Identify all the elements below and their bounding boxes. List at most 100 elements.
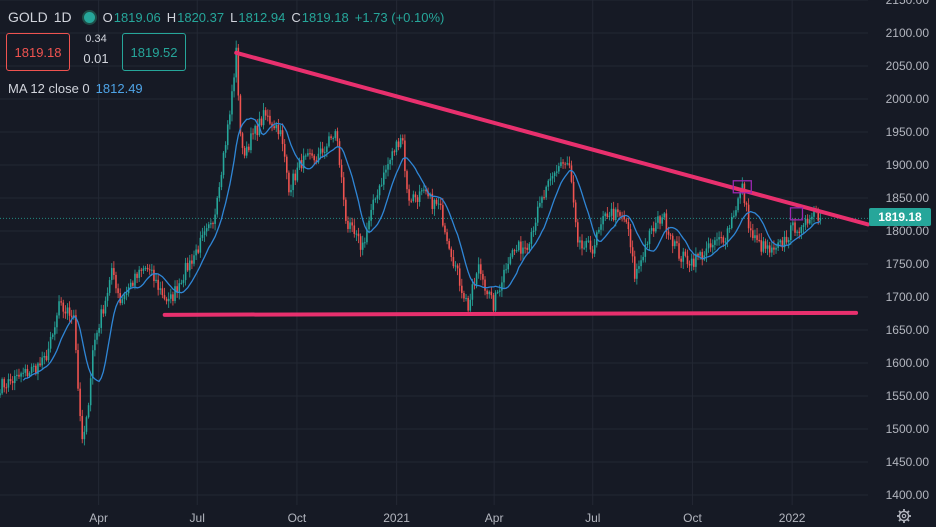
candle-body <box>58 301 60 316</box>
candle-body <box>315 160 318 163</box>
candle-body <box>661 217 663 224</box>
candle-body <box>1 379 3 394</box>
candle-body <box>425 189 427 192</box>
candle-body <box>60 301 62 303</box>
price-axis[interactable]: 1400.00 1450.00 1500.00 1550.00 1600.00 1650.… <box>886 0 930 502</box>
candle-body <box>463 293 465 299</box>
gear-icon[interactable] <box>896 508 912 524</box>
candle-body <box>684 251 687 256</box>
candle-body <box>768 245 771 253</box>
candle-body <box>178 283 181 293</box>
candle-body <box>288 172 290 193</box>
candle-body <box>302 155 305 169</box>
candle-body <box>121 299 124 304</box>
candle-body <box>182 280 185 283</box>
candle-body <box>401 138 404 141</box>
candle-body <box>678 243 680 259</box>
candle-body <box>161 288 164 296</box>
ma-label: MA 12 close 0 <box>8 81 90 96</box>
candle-body <box>32 365 35 367</box>
candle-body <box>490 291 493 296</box>
x-tick-label: 2022 <box>779 511 806 525</box>
y-tick-label: 1750.00 <box>886 257 930 271</box>
candle-body <box>583 247 585 249</box>
candle-body <box>271 123 273 127</box>
resistance-trendline[interactable] <box>234 50 870 227</box>
candle-body <box>245 146 248 156</box>
candle-body <box>226 124 229 146</box>
y-tick-label: 1850.00 <box>886 191 930 205</box>
candle-body <box>448 241 450 249</box>
candle-body <box>376 195 379 199</box>
candle-body <box>197 249 200 253</box>
y-tick-label: 1900.00 <box>886 158 930 172</box>
candle-body <box>771 247 773 253</box>
candle-body <box>604 213 607 217</box>
candle-body <box>549 178 552 181</box>
candle-body <box>47 348 50 361</box>
candle-body <box>368 220 370 230</box>
highlight-marker <box>789 207 804 221</box>
candle-body <box>762 241 765 252</box>
candle-body <box>3 379 6 388</box>
highlight-marker <box>732 180 752 194</box>
symbol-header: GOLD 1D O 1819.06 H 1820.37 L 1812.94 C 1819… <box>8 8 450 26</box>
candle-body <box>560 162 562 167</box>
candle-body <box>87 405 90 418</box>
x-tick-label: Oct <box>288 511 307 525</box>
candle-body <box>796 231 798 233</box>
candle-body <box>619 212 621 216</box>
trendlines[interactable] <box>162 50 870 317</box>
candle-body <box>536 206 539 223</box>
candle-body <box>317 153 320 163</box>
y-tick-label: 2100.00 <box>886 26 930 40</box>
candle-body <box>534 222 537 231</box>
candle-body <box>262 110 265 126</box>
y-tick-label: 1400.00 <box>886 488 930 502</box>
candle-body <box>195 249 197 256</box>
candle-body <box>665 213 668 232</box>
candle-body <box>593 245 596 254</box>
ma-legend[interactable]: MA 12 close 0 1812.49 <box>8 81 143 96</box>
candle-body <box>277 124 280 135</box>
candle-body <box>414 194 417 198</box>
candle-body <box>201 234 204 238</box>
candle-body <box>231 91 233 115</box>
candle-body <box>193 255 195 264</box>
candle-body <box>652 228 655 232</box>
candle-body <box>804 218 807 226</box>
support-trendline[interactable] <box>162 310 859 317</box>
candle-body <box>598 229 600 233</box>
candle-body <box>511 250 514 257</box>
timeframe[interactable]: 1D <box>53 9 72 25</box>
candle-body <box>650 228 653 231</box>
sell-button[interactable]: 1819.18 <box>6 33 70 71</box>
candle-body <box>163 295 166 299</box>
candle-body <box>789 225 792 241</box>
candle-body <box>631 247 634 257</box>
candle-body <box>353 225 356 234</box>
candle-body <box>342 177 345 200</box>
candle-body <box>585 240 588 248</box>
candle-body <box>410 200 413 202</box>
candle-body <box>89 378 92 406</box>
x-tick-label: 2021 <box>383 511 410 525</box>
candle-body <box>646 243 649 245</box>
y-tick-label: 2000.00 <box>886 92 930 106</box>
candle-body <box>760 240 763 252</box>
symbol-name[interactable]: GOLD <box>8 9 48 25</box>
candle-body <box>212 223 214 225</box>
candle-body <box>0 393 1 396</box>
high-key: H <box>166 9 177 25</box>
candle-body <box>733 215 735 217</box>
candle-body <box>577 222 579 243</box>
candle-body <box>543 197 545 199</box>
buy-button[interactable]: 1819.52 <box>122 33 186 71</box>
candle-body <box>214 214 216 224</box>
time-axis[interactable]: Apr Jul Oct 2021 Apr Jul Oct 2022 <box>89 511 806 525</box>
candle-body <box>690 258 693 266</box>
candle-body <box>431 193 434 209</box>
candle-body <box>39 363 41 366</box>
candle-body <box>547 180 550 187</box>
